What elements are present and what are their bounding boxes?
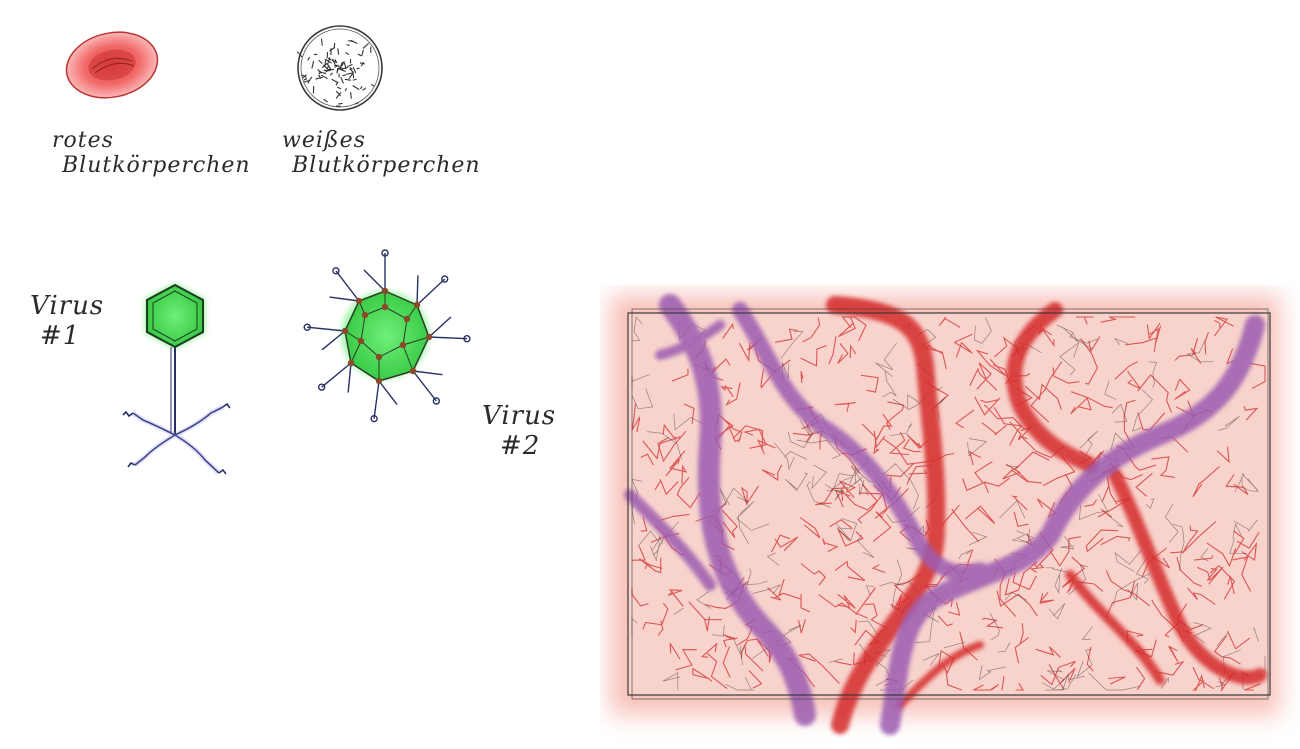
virus2-label-line1: Virus	[482, 402, 556, 432]
virus1-label-line2: #1	[40, 322, 104, 352]
red-cell-label-line2: Blutkörperchen	[62, 153, 251, 178]
blood-vessel-tissue-drawing	[600, 285, 1300, 745]
white-cell-label: weißes Blutkörperchen	[282, 128, 481, 179]
virus2-label-line2: #2	[500, 432, 556, 462]
red-cell-label: rotes Blutkörperchen	[52, 128, 251, 179]
virus1-icon	[115, 275, 235, 485]
white-cell-label-line1: weißes	[282, 128, 481, 153]
virus2-icon	[295, 245, 485, 435]
blood-vessel-tissue	[600, 285, 1300, 745]
red-blood-cell-icon	[60, 25, 170, 105]
virus1-label: Virus #1	[30, 292, 104, 352]
white-blood-cell-icon	[285, 18, 395, 118]
red-cell-label-line1: rotes	[52, 128, 251, 153]
white-cell-label-line2: Blutkörperchen	[292, 153, 481, 178]
virus2-label: Virus #2	[482, 402, 556, 462]
virus1-label-line1: Virus	[30, 292, 104, 322]
